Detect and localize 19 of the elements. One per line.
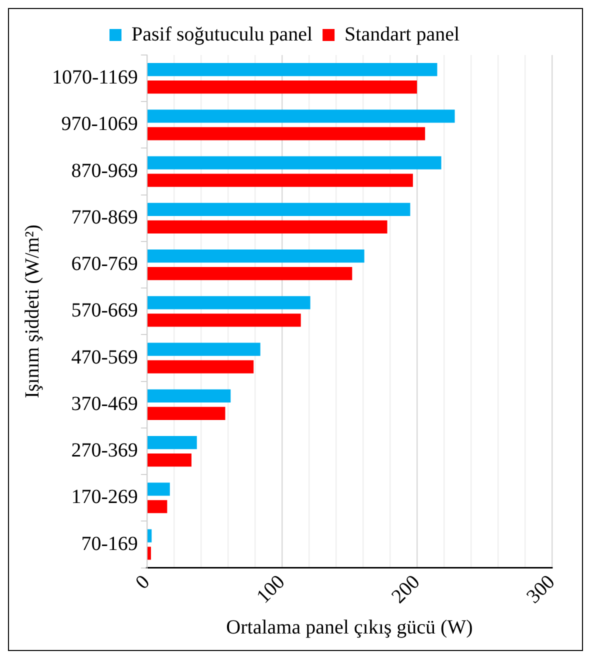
y-tick-label: 870-969 bbox=[71, 160, 138, 182]
x-tick-label: 300 bbox=[522, 570, 560, 608]
x-axis-title: Ortalama panel çıkış gücü (W) bbox=[226, 616, 473, 638]
x-tick-label: 0 bbox=[132, 570, 154, 594]
y-tick-label: 1070-1169 bbox=[52, 66, 138, 89]
y-tick-label: 570-669 bbox=[71, 300, 138, 322]
y-tick-label: 670-769 bbox=[71, 253, 138, 276]
y-axis-title: Işınım şiddeti (W/m²) bbox=[21, 224, 44, 398]
y-tick-label: 70-169 bbox=[81, 532, 138, 555]
x-tick-label: 200 bbox=[387, 570, 424, 608]
y-tick-label: 970-1069 bbox=[61, 113, 138, 136]
x-tick-label: 100 bbox=[252, 570, 290, 608]
legend-label: Standart panel bbox=[344, 23, 460, 46]
y-tick-label: 470-569 bbox=[71, 346, 138, 368]
y-tick-label: 270-369 bbox=[71, 440, 138, 462]
y-tick-label: 170-269 bbox=[71, 486, 138, 508]
y-tick-label: 770-869 bbox=[71, 206, 138, 228]
y-tick-label: 370-469 bbox=[71, 392, 138, 415]
legend-label: Pasif soğutuculu panel bbox=[131, 23, 314, 46]
